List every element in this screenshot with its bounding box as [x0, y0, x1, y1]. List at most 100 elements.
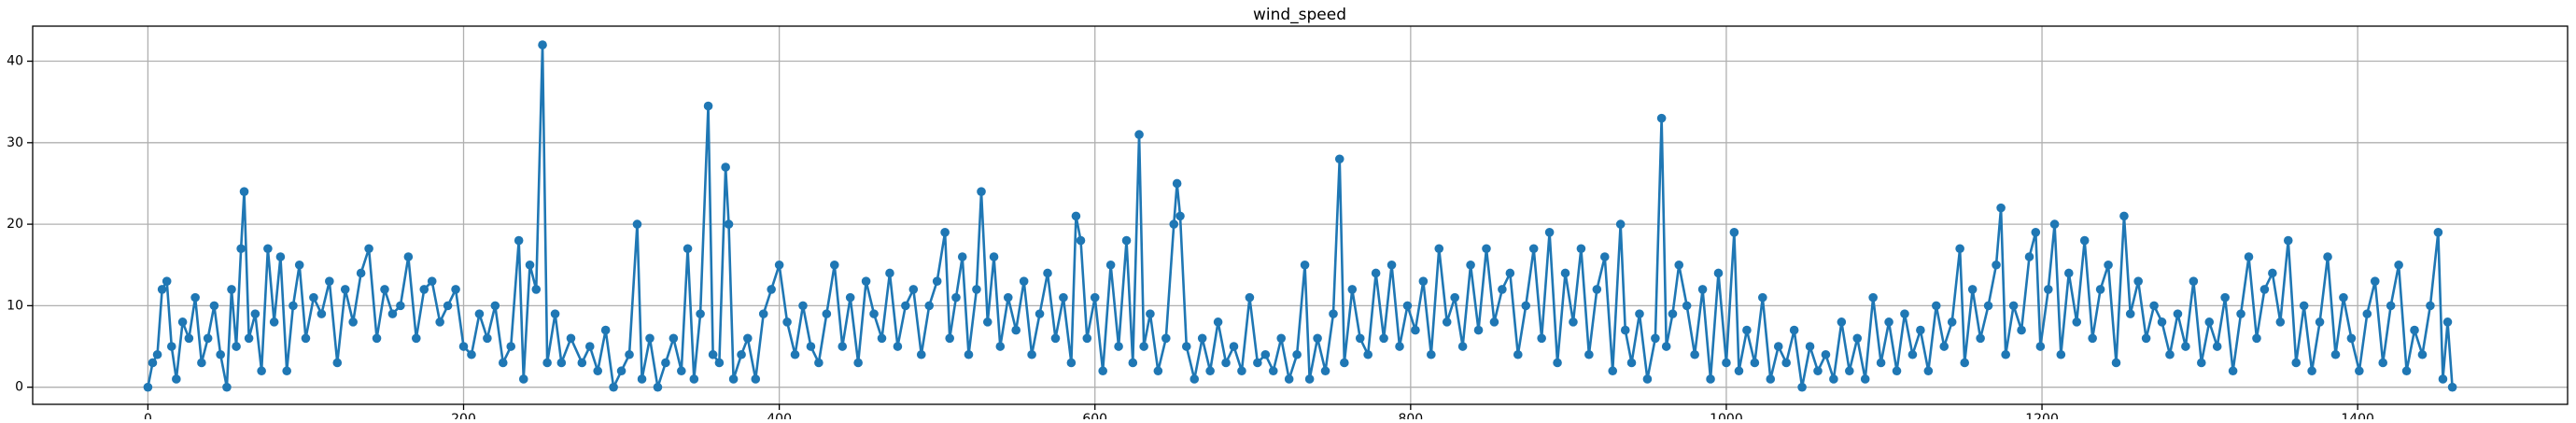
marker — [2401, 366, 2412, 376]
marker — [1371, 268, 1381, 278]
x-tick-label: 1400 — [2341, 412, 2374, 419]
marker — [669, 333, 679, 344]
marker — [143, 382, 153, 392]
marker — [2157, 317, 2167, 327]
marker — [1620, 325, 1630, 335]
marker — [1427, 349, 1436, 360]
marker — [1931, 301, 1941, 311]
marker — [625, 349, 634, 360]
marker — [1442, 317, 1452, 327]
marker — [1253, 358, 1262, 368]
marker — [1304, 374, 1315, 384]
marker — [1043, 268, 1052, 278]
marker — [458, 342, 469, 351]
marker — [498, 358, 508, 368]
marker — [1750, 358, 1760, 368]
marker — [332, 358, 343, 368]
marker — [1656, 113, 1667, 123]
marker — [1098, 366, 1107, 376]
marker — [577, 358, 587, 368]
marker — [1146, 309, 1155, 318]
marker — [2149, 301, 2159, 311]
marker — [1976, 333, 1985, 344]
marker — [166, 342, 176, 351]
marker — [1829, 374, 1838, 384]
marker — [737, 349, 746, 360]
marker — [1457, 342, 1468, 351]
marker — [2035, 342, 2046, 351]
marker — [490, 301, 500, 311]
marker — [1845, 366, 1854, 376]
marker — [1237, 366, 1246, 376]
marker — [2165, 349, 2175, 360]
marker — [236, 244, 246, 254]
marker — [190, 292, 200, 303]
marker — [1011, 325, 1021, 335]
marker — [1229, 342, 1239, 351]
marker — [2315, 317, 2325, 327]
marker — [197, 358, 206, 368]
marker — [2283, 235, 2293, 246]
marker — [1967, 285, 1978, 294]
marker — [566, 333, 576, 344]
marker — [2220, 292, 2230, 303]
x-tick-label: 1200 — [2025, 412, 2059, 419]
marker — [1320, 366, 1330, 376]
y-tick-label: 20 — [7, 217, 23, 232]
marker — [1852, 333, 1863, 344]
marker — [916, 349, 926, 360]
marker — [1947, 317, 1957, 327]
marker — [653, 382, 663, 392]
marker — [2236, 309, 2245, 318]
marker — [767, 285, 776, 294]
marker — [932, 276, 942, 287]
marker — [1537, 333, 1546, 344]
marker — [683, 244, 693, 254]
marker — [157, 285, 167, 294]
marker — [222, 382, 232, 392]
marker — [1355, 333, 1365, 344]
marker — [2088, 333, 2097, 344]
marker — [1059, 292, 1068, 303]
marker — [1907, 349, 1918, 360]
marker — [2228, 366, 2238, 376]
marker — [1528, 244, 1539, 254]
marker — [1642, 374, 1653, 384]
marker — [216, 349, 225, 360]
marker — [940, 228, 950, 237]
marker — [977, 187, 986, 196]
y-tick-label: 0 — [15, 380, 23, 395]
marker — [2189, 276, 2199, 287]
marker — [1742, 325, 1752, 335]
marker — [661, 358, 670, 368]
marker — [1668, 309, 1678, 318]
marker — [550, 309, 560, 318]
marker — [1781, 358, 1791, 368]
marker — [1900, 309, 1909, 318]
marker — [2330, 349, 2341, 360]
y-tick-label: 10 — [7, 298, 23, 313]
marker — [2252, 333, 2261, 344]
marker — [829, 260, 839, 270]
marker — [1960, 358, 1970, 368]
marker — [301, 333, 311, 344]
marker — [1221, 358, 1231, 368]
marker — [1473, 325, 1484, 335]
marker — [1161, 333, 1171, 344]
x-tick-label: 800 — [1398, 412, 1423, 419]
marker — [1553, 358, 1562, 368]
marker — [227, 285, 236, 294]
marker — [1411, 325, 1420, 335]
marker — [1114, 342, 1123, 351]
marker — [1050, 333, 1061, 344]
marker — [2307, 366, 2316, 376]
marker — [1996, 203, 2006, 213]
marker — [2370, 276, 2380, 287]
marker — [1418, 276, 1429, 287]
marker — [542, 358, 552, 368]
marker — [982, 317, 992, 327]
line — [147, 45, 2454, 392]
marker — [2442, 317, 2453, 327]
marker — [340, 285, 350, 294]
marker — [152, 349, 162, 360]
